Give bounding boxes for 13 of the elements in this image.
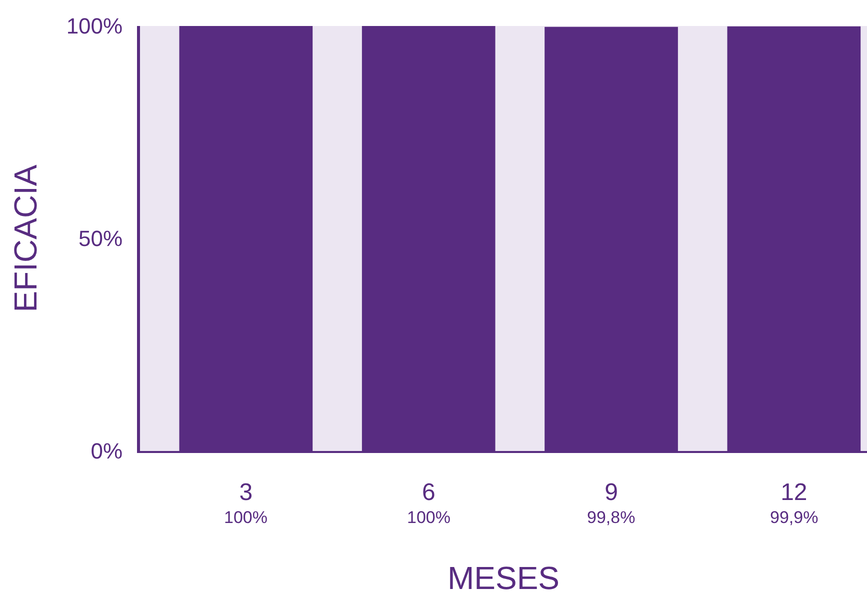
x-axis-title: MESES <box>447 560 560 596</box>
data-label: 100% <box>407 508 450 527</box>
data-label: 100% <box>224 508 268 527</box>
data-label: 99,9% <box>770 508 818 527</box>
y-tick-label: 0% <box>90 438 123 464</box>
x-tick-label: 3 <box>239 478 253 506</box>
x-tick-label: 6 <box>422 478 436 506</box>
x-tick-label: 9 <box>604 478 618 506</box>
y-tick-label: 100% <box>66 14 123 39</box>
data-label: 99,8% <box>587 508 636 527</box>
y-tick-label: 50% <box>78 226 123 252</box>
x-tick-label: 12 <box>780 478 808 506</box>
y-axis-title: EFICACIA <box>8 164 44 312</box>
